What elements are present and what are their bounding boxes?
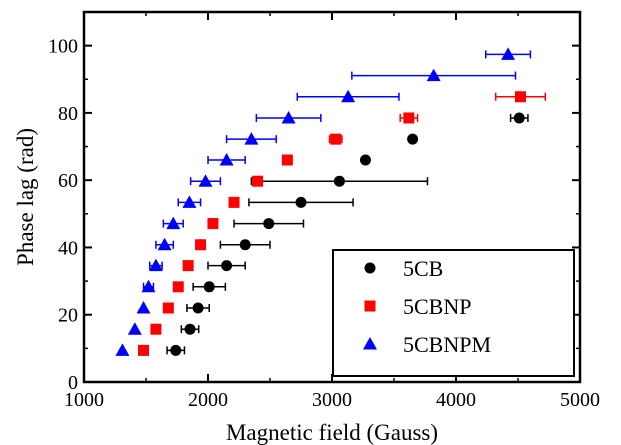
data-point xyxy=(359,154,371,166)
data-point xyxy=(330,133,342,145)
series-5cbnp xyxy=(138,91,547,356)
data-point xyxy=(150,323,162,335)
data-point xyxy=(170,344,182,356)
y-tick-label: 100 xyxy=(48,36,78,58)
data-point xyxy=(281,110,296,124)
data-point xyxy=(207,218,219,230)
y-axis-label: Phase lag (rad) xyxy=(13,128,38,266)
data-point xyxy=(341,89,356,103)
data-point xyxy=(252,175,264,187)
x-axis-label: Magnetic field (Gauss) xyxy=(226,420,438,445)
legend-marker-5cb xyxy=(364,262,376,274)
data-point xyxy=(219,153,234,166)
data-point xyxy=(228,196,240,208)
data-point xyxy=(138,344,150,356)
data-point xyxy=(514,91,526,103)
data-point xyxy=(501,47,516,60)
data-point xyxy=(426,68,441,82)
y-tick-label: 80 xyxy=(58,103,78,125)
data-point xyxy=(115,343,130,356)
x-tick-label: 5000 xyxy=(560,389,600,411)
data-point xyxy=(182,260,194,272)
y-tick-label: 40 xyxy=(58,237,78,259)
data-point xyxy=(195,239,207,251)
data-point xyxy=(513,112,525,124)
series-5cb xyxy=(166,112,529,356)
data-point xyxy=(403,112,415,124)
legend-marker-5cbnpm xyxy=(363,337,377,350)
data-point xyxy=(263,218,275,230)
data-point xyxy=(141,279,156,293)
data-point xyxy=(295,196,307,208)
data-point xyxy=(136,301,151,314)
legend-label: 5CBNP xyxy=(403,294,471,319)
data-point xyxy=(184,323,196,335)
axis-ticks: 1000 2000 3000 4000 5000 0 20 40 60 80 100 xyxy=(48,12,600,411)
data-point xyxy=(244,132,259,145)
data-point xyxy=(127,322,142,335)
data-point xyxy=(192,302,204,314)
legend: 5CB 5CBNP 5CBNPM xyxy=(332,249,575,377)
x-tick-label: 3000 xyxy=(312,389,352,411)
y-tick-label: 20 xyxy=(58,305,78,327)
x-tick-label: 1000 xyxy=(64,389,104,411)
y-tick-label: 0 xyxy=(68,372,78,394)
data-point xyxy=(172,281,184,293)
data-point xyxy=(148,258,163,272)
data-point xyxy=(157,237,172,251)
x-tick-label: 4000 xyxy=(436,389,476,411)
data-point xyxy=(198,174,213,187)
data-point xyxy=(407,133,419,145)
data-point xyxy=(162,302,174,314)
legend-label: 5CB xyxy=(403,256,443,281)
data-point xyxy=(281,154,293,166)
series-5cbnpm xyxy=(115,47,532,356)
data-point xyxy=(182,195,197,208)
data-marks xyxy=(115,47,547,356)
y-tick-label: 60 xyxy=(58,170,78,192)
legend-marker-5cbnp xyxy=(364,300,376,312)
x-tick-label: 2000 xyxy=(188,389,228,411)
data-point xyxy=(166,216,181,230)
legend-label: 5CBNPM xyxy=(403,332,491,357)
data-point xyxy=(203,281,215,293)
data-point xyxy=(333,175,345,187)
data-point xyxy=(221,260,233,272)
data-point xyxy=(239,239,251,251)
